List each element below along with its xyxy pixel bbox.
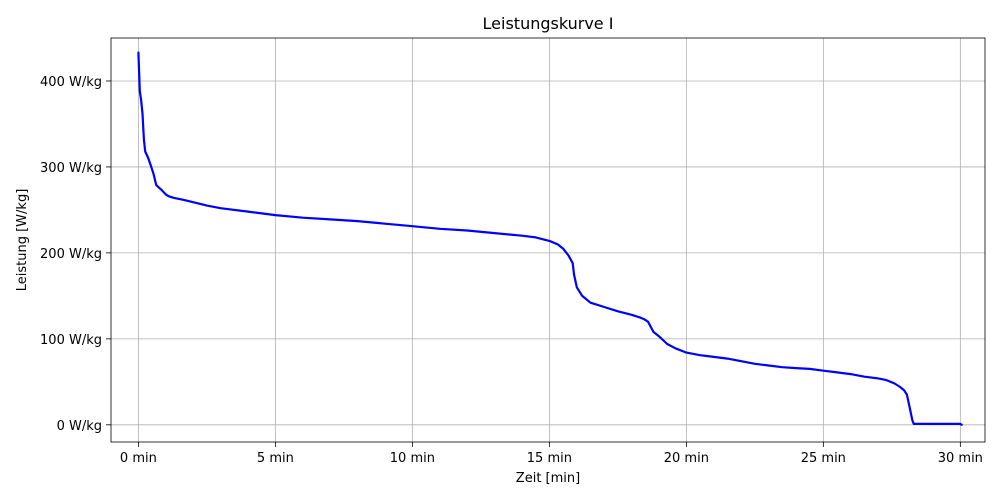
x-axis: 0 min 5 min 10 min 15 min 20 min 25 min 30 min: [120, 442, 983, 466]
y-tick-label: 200 W/kg: [40, 247, 102, 262]
plot-area: [137, 51, 963, 426]
series-line: [137, 51, 963, 426]
y-axis: 0 W/kg 100 W/kg 200 W/kg 300 W/kg 400 W/kg: [40, 75, 111, 434]
x-tick-label: 25 min: [801, 451, 846, 466]
y-tick-label: 100 W/kg: [40, 333, 102, 348]
x-tick-label: 15 min: [527, 451, 572, 466]
x-axis-label: Zeit [min]: [516, 471, 580, 486]
y-tick-label: 300 W/kg: [40, 161, 102, 176]
x-tick-label: 5 min: [257, 451, 294, 466]
x-tick-label: 0 min: [120, 451, 157, 466]
y-tick-label: 0 W/kg: [57, 419, 102, 434]
axes-frame: [110, 37, 986, 443]
y-tick-label: 400 W/kg: [40, 75, 102, 90]
x-tick-label: 20 min: [664, 451, 709, 466]
x-tick-label: 30 min: [938, 451, 983, 466]
y-axis-label: Leistung [W/kg]: [15, 189, 30, 292]
chart-title: Leistungskurve I: [483, 14, 614, 33]
grid: [111, 38, 985, 442]
x-tick-label: 10 min: [390, 451, 435, 466]
